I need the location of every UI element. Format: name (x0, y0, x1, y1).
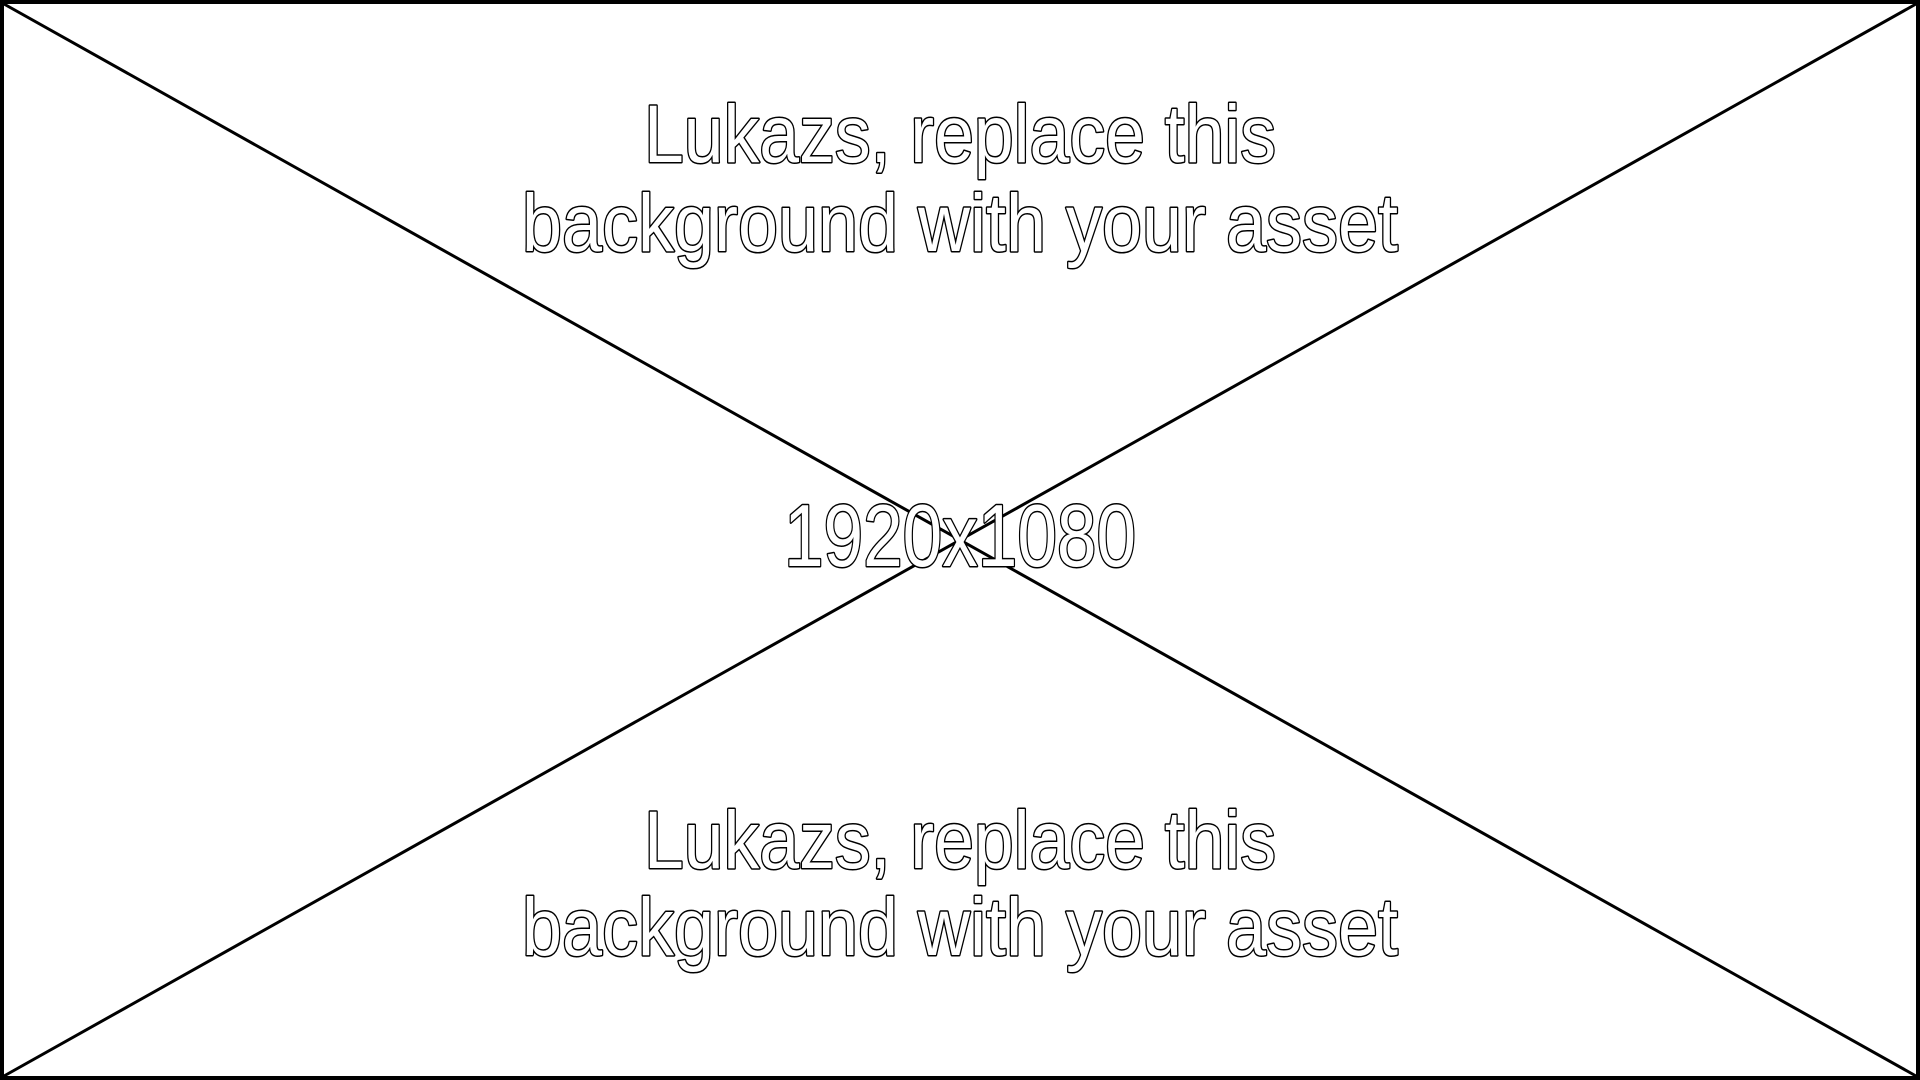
bottom-caption-line-2: background with your asset (522, 882, 1398, 973)
bottom-caption-line-1: Lukazs, replace this (644, 795, 1276, 886)
top-caption-line-2: background with your asset (522, 178, 1398, 269)
top-caption-line-1: Lukazs, replace this (644, 89, 1276, 180)
resolution-label: 1920x1080 (784, 486, 1136, 585)
diagonal-line-2 (3, 2, 1917, 1078)
